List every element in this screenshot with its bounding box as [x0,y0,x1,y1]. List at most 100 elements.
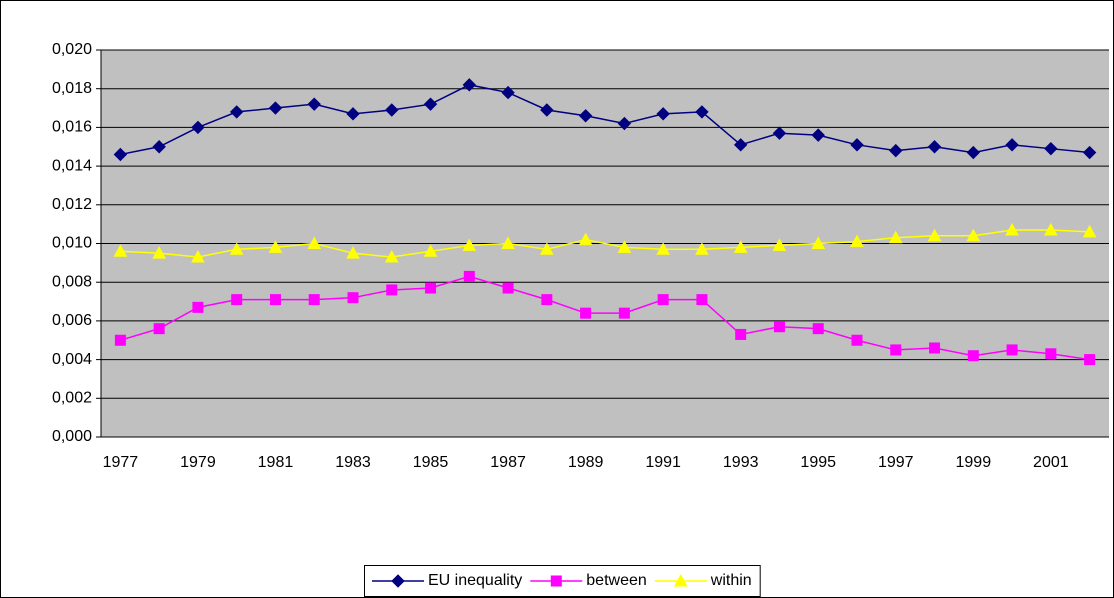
y-tick-label: 0,008 [52,273,92,290]
data-point [462,78,477,92]
x-tick-label: 2001 [1033,454,1069,471]
data-point [269,294,281,306]
data-point [153,323,165,335]
x-tick-label: 1999 [956,454,992,471]
data-point [1005,138,1019,152]
data-point [811,128,825,142]
data-point [966,228,981,242]
x-tick-label: 1991 [645,454,681,471]
data-point [501,236,515,249]
data-point [733,138,748,152]
data-point [811,236,826,249]
data-point [578,109,593,123]
y-tick-label: 0,004 [52,351,92,368]
data-point [733,240,748,253]
series-line [120,84,1090,156]
data-point [580,307,592,319]
data-point [191,250,205,263]
legend-label: between [586,572,647,589]
legend: EU inequality between within [364,565,761,597]
data-point [307,97,321,111]
data-point [540,242,554,255]
data-point [152,246,166,259]
y-tick-label: 0,016 [52,119,92,136]
data-point [967,350,979,362]
data-point [385,103,399,117]
data-point [540,103,554,117]
data-point [772,126,787,140]
x-tick-label: 1995 [800,454,836,471]
data-point [384,250,399,263]
data-point [229,105,244,119]
data-point [927,228,942,242]
data-point [735,328,747,340]
legend-marker [673,573,688,587]
y-tick-label: 0,012 [52,196,92,213]
data-point [502,282,514,294]
data-point [423,97,438,111]
data-point [113,244,128,257]
data-point [773,321,785,333]
data-point [578,232,593,246]
x-tick-label: 1983 [335,454,371,471]
data-point [192,301,204,313]
x-tick-label: 1981 [258,454,294,471]
data-point [812,323,824,335]
data-point [308,294,320,306]
data-point [889,143,903,158]
data-point [695,105,709,119]
y-tick-label: 0,014 [52,157,92,174]
legend-marker [550,575,562,587]
legend-label: within [710,572,752,589]
y-tick-label: 0,002 [52,390,92,407]
data-point [268,101,283,115]
data-point [463,270,475,282]
data-point [152,140,166,154]
data-point [462,238,477,251]
x-tick-label: 1997 [878,454,914,471]
data-point [1084,354,1096,366]
data-point [696,294,708,306]
data-point [231,294,243,306]
y-tick-label: 0,000 [52,428,92,445]
x-tick-label: 1977 [103,454,139,471]
data-point [850,234,864,248]
data-point [772,238,787,251]
y-tick-label: 0,006 [52,312,92,329]
data-point [617,240,632,253]
data-point [888,230,903,244]
data-point [850,138,864,152]
data-point [1044,222,1058,236]
data-point [386,284,398,296]
data-point [268,240,283,253]
data-point [425,282,437,294]
data-point [618,307,630,319]
data-point [541,294,553,306]
data-point [229,242,244,255]
x-tick-label: 1987 [490,454,526,471]
series-line [120,275,1090,361]
data-point [347,292,359,304]
y-tick-label: 0,018 [52,80,92,97]
series-line [120,229,1090,258]
legend-label: EU inequality [428,572,522,589]
y-tick-label: 0,010 [52,235,92,252]
data-point [346,246,360,259]
data-point [114,334,126,346]
data-point [307,236,322,249]
x-tick-label: 1985 [413,454,449,471]
data-point [1044,141,1058,156]
data-point [851,334,863,346]
data-point [501,85,515,100]
data-point [695,242,709,255]
data-point [657,294,669,306]
data-point [927,140,942,154]
data-point [1005,222,1019,236]
data-point [929,342,941,354]
data-point [423,244,438,257]
x-tick-label: 1993 [723,454,759,471]
x-tick-label: 1979 [180,454,216,471]
y-tick-label: 0,020 [52,41,92,58]
